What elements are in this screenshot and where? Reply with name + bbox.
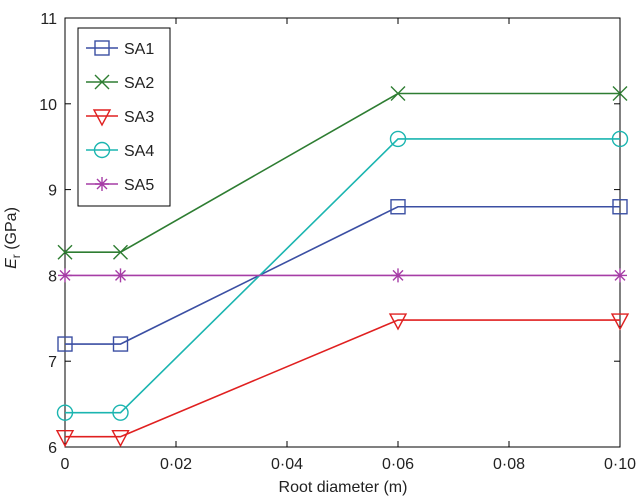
series-line — [65, 92, 620, 254]
y-axis-label: Er (GPa) — [3, 207, 23, 269]
legend-swatch-marker — [95, 177, 109, 191]
axes-frame — [64, 17, 621, 448]
data-point — [389, 130, 407, 148]
x-axis-label: Root diameter (m) — [279, 479, 408, 496]
x-tick-label: 0·06 — [382, 456, 414, 473]
y-tick-label: 6 — [48, 440, 57, 457]
data-point — [112, 404, 129, 421]
legend-item-sa4: SA4 — [86, 141, 154, 160]
data-point — [390, 86, 406, 101]
data-point — [112, 336, 129, 352]
data-point — [113, 244, 128, 260]
data-point — [113, 268, 128, 283]
data-point — [111, 430, 130, 448]
y-tick-label: 7 — [48, 354, 57, 371]
legend-label: SA3 — [124, 109, 154, 126]
data-point — [58, 268, 72, 283]
y-axis-label-sub: r — [9, 254, 23, 258]
data-point — [391, 268, 405, 283]
data-point — [57, 336, 73, 352]
legend-label: SA2 — [124, 75, 154, 92]
data-point — [390, 199, 406, 215]
x-tick-label: 0 — [61, 456, 70, 473]
legend-swatch-marker — [93, 141, 111, 159]
legend: SA1 SA2 SA3 SA4 SA5 — [77, 27, 171, 207]
x-tick-label: 0·04 — [271, 456, 303, 473]
data-point — [611, 130, 629, 148]
data-point — [612, 86, 628, 101]
data-point — [613, 268, 627, 283]
data-point — [610, 313, 630, 331]
legend-item-sa1: SA1 — [86, 40, 154, 58]
legend-item-sa2: SA2 — [86, 74, 154, 92]
data-point — [388, 313, 408, 331]
x-tick-label: 0·08 — [493, 456, 525, 473]
plot-area: 0 0·02 0·04 0·06 0·08 0·1067891011SA1SA2SA3SA… — [39, 11, 636, 473]
y-axis-label-main: E — [3, 258, 20, 269]
y-tick-label: 11 — [40, 11, 57, 28]
legend-swatch-marker — [94, 74, 110, 90]
series-sa5 — [58, 268, 627, 283]
data-point — [612, 199, 628, 215]
series-line — [65, 319, 620, 438]
x-tick-label: 0·10 — [604, 456, 636, 473]
data-point — [56, 404, 74, 421]
series-sa2 — [57, 86, 628, 260]
data-point — [55, 430, 75, 448]
legend-label: SA5 — [124, 177, 154, 194]
legend-item-sa3: SA3 — [86, 109, 154, 127]
y-tick-label: 10 — [39, 97, 57, 114]
legend-label: SA1 — [124, 41, 154, 58]
legend-item-sa5: SA5 — [86, 177, 154, 194]
x-tick-label: 0·02 — [160, 456, 192, 473]
y-tick-label: 8 — [48, 268, 57, 285]
y-axis-label-unit: (GPa) — [3, 207, 20, 254]
legend-swatch-marker — [92, 109, 112, 127]
y-tick-label: 9 — [48, 183, 57, 200]
legend-swatch-marker — [94, 40, 110, 56]
legend-label: SA4 — [124, 143, 154, 160]
series-sa3 — [55, 313, 630, 448]
legend-box — [77, 27, 171, 207]
data-point — [57, 244, 73, 260]
